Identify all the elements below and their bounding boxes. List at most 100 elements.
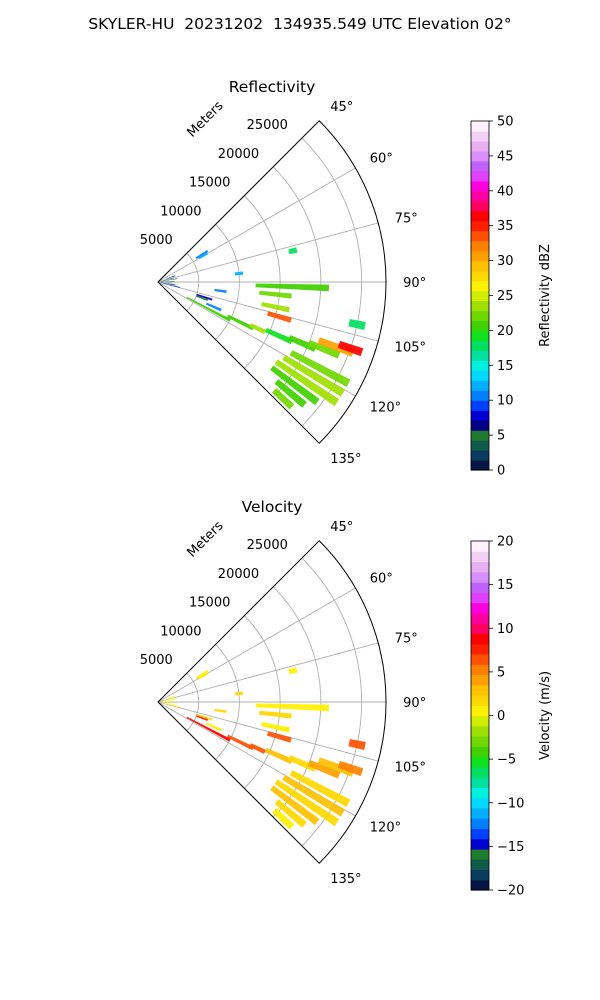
echo-gate [165, 275, 175, 280]
range-tick-label: 20000 [218, 147, 259, 162]
colorbar-swatch [471, 430, 489, 441]
colorbar-swatch [471, 838, 489, 850]
range-tick-label: 10000 [160, 204, 201, 219]
echo-gate [160, 282, 176, 286]
colorbar-swatch [471, 360, 489, 371]
colorbar-swatch [471, 736, 489, 747]
colorbar-swatch [471, 440, 489, 451]
azimuth-tick-label: 90° [403, 696, 426, 711]
echo-gate [261, 722, 290, 733]
colorbar-swatch [471, 200, 489, 212]
echo-gate [307, 760, 341, 779]
echo-gate [288, 755, 317, 772]
colorbar-tick-label: −5 [497, 753, 516, 768]
echo-gate [198, 672, 208, 680]
echo-gate [249, 323, 266, 334]
panel-reflectivity: Reflectivity 5000 10000 15000 20000 25000 Mete… [140, 78, 553, 479]
range-tick-label: 10000 [160, 624, 201, 639]
echo-gate [159, 282, 173, 284]
colorbar-swatch [471, 230, 489, 242]
colorbar-swatch [471, 664, 489, 676]
sector-frame [157, 540, 387, 864]
echo-gate [195, 715, 209, 722]
colorbar-tick-label: 20 [497, 324, 514, 339]
colorbar-swatch [471, 797, 489, 809]
range-tick-label: 20000 [218, 567, 259, 582]
echo-gate [274, 799, 307, 828]
echo-gate [160, 281, 175, 282]
colorbar-swatch [471, 260, 489, 272]
echo-gate [264, 747, 294, 765]
echo-gate [196, 293, 213, 301]
azimuth-spoke [157, 167, 356, 283]
colorbar-swatch [471, 190, 489, 202]
echo-gate [266, 311, 292, 323]
colorbar-tick-label: 5 [497, 429, 505, 444]
colorbar-swatch [471, 370, 489, 381]
panel-title: Reflectivity [229, 78, 316, 96]
range-axis-label: Meters [184, 98, 226, 140]
colorbar-swatch [471, 869, 489, 881]
colorbar-swatch [471, 130, 489, 142]
colorbar-tick-label: 30 [497, 254, 514, 269]
colorbar-swatch [471, 551, 489, 563]
colorbar-label: Reflectivity dBZ [538, 244, 553, 347]
colorbar-swatch [471, 633, 489, 645]
colorbar-tick-label: −20 [497, 884, 524, 899]
colorbar-swatch [471, 160, 489, 172]
echo-gate [282, 775, 346, 817]
echo-gate [307, 340, 341, 359]
echo-gate [255, 283, 329, 292]
echo-gate [337, 340, 364, 357]
colorbar-swatch [471, 380, 489, 391]
echo-gate [261, 302, 290, 313]
colorbar-tick-label: 15 [497, 578, 514, 593]
colorbar-swatch [471, 725, 489, 737]
colorbar-tick-label: 5 [497, 665, 505, 680]
colorbar-swatch [471, 450, 489, 461]
range-tick-label: 25000 [247, 538, 288, 553]
echo-gate [288, 335, 317, 352]
colorbar-tick-label: −15 [497, 840, 524, 855]
echo-gate [289, 350, 351, 387]
colorbar-swatch [471, 612, 489, 624]
colorbar-swatch [471, 170, 489, 182]
echo-gate [270, 785, 320, 826]
echo-gate [160, 701, 175, 702]
colorbar-swatch [471, 310, 489, 322]
colorbar-swatch [471, 220, 489, 232]
azimuth-tick-label: 75° [395, 632, 418, 647]
colorbar-swatch [471, 787, 489, 799]
echo-gate [348, 738, 366, 750]
sector-frame [157, 120, 387, 444]
echo-gate [195, 295, 209, 302]
colorbar-label: Velocity (m/s) [538, 671, 553, 760]
colorbar-swatch [471, 210, 489, 222]
echo-gate [195, 249, 209, 260]
colorbar-swatch [471, 777, 489, 788]
colorbar-swatch [471, 653, 489, 665]
echo-gate [159, 702, 173, 704]
echo-gate [266, 731, 292, 743]
colorbar-swatch [471, 746, 489, 758]
colorbar-swatch [471, 674, 489, 686]
colorbar-swatch [471, 715, 489, 727]
range-tick-label: 15000 [189, 596, 230, 611]
echo-gate [274, 379, 307, 408]
echo-gate [288, 247, 298, 255]
azimuth-tick-label: 135° [330, 872, 361, 887]
range-axis-label: Meters [184, 518, 226, 560]
echo-gate [274, 779, 340, 827]
colorbar-swatch [471, 420, 489, 431]
range-tick-label: 5000 [140, 653, 173, 668]
colorbar-tick-label: 15 [497, 359, 514, 374]
colorbar-swatch [471, 643, 489, 655]
echo-gate [165, 695, 175, 700]
echo-gate [160, 277, 174, 282]
azimuth-tick-label: 60° [370, 151, 393, 166]
echo-gate [317, 337, 355, 357]
echo-gate [274, 359, 340, 407]
range-tick-label: 15000 [189, 176, 230, 191]
colorbar-swatch [471, 400, 489, 411]
